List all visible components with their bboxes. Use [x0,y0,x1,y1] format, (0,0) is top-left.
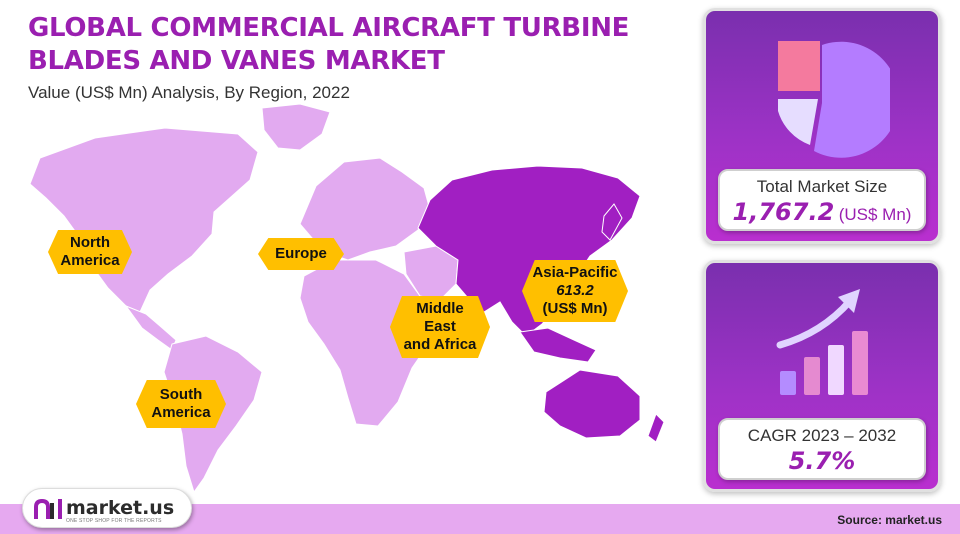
label-south-america: South America [136,380,226,428]
map-region-southeast-asia [519,327,597,363]
map-region-north-america [29,127,259,313]
cagr-label: CAGR 2023 – 2032 [747,426,897,445]
logo-text: market.us [66,497,175,519]
label-asia-pacific-line-1: Asia-Pacific [532,264,618,281]
label-north-america: North America [48,230,132,274]
label-mea-line-3: and Africa [403,336,477,353]
label-south-america-line-2: America [151,404,211,421]
total-market-box: Total Market Size 1,767.2 (US$ Mn) [718,169,926,231]
label-north-america-line-2: America [60,252,120,269]
label-mea-line-2: East [424,318,456,335]
label-europe-line-1: Europe [275,245,327,262]
map-region-australia [543,369,641,439]
total-market-card: Total Market Size 1,767.2 (US$ Mn) [703,8,941,244]
label-mea-line-1: Middle [416,300,464,317]
total-market-unit: (US$ Mn) [838,205,912,224]
label-europe: Europe [258,238,344,270]
logo-tagline: ONE STOP SHOP FOR THE REPORTS [66,518,162,524]
cagr-value: 5.7% [788,447,856,475]
total-market-value: 1,767.2 [732,198,835,226]
growth-chart-icon [776,289,868,395]
source-text: Source: market.us [837,513,942,527]
label-asia-pacific-unit: (US$ Mn) [542,300,608,317]
cagr-card: CAGR 2023 – 2032 5.7% [703,260,941,492]
map-region-new-zealand [647,413,665,443]
total-market-label: Total Market Size [756,177,888,196]
logo-box [22,488,192,528]
page-title: GLOBAL COMMERCIAL AIRCRAFT TURBINE BLADE… [28,13,630,76]
label-north-america-line-1: North [70,234,110,251]
label-middle-east-africa: Middle East and Africa [390,296,490,358]
map-region-greenland [261,103,331,151]
page-subtitle: Value (US$ Mn) Analysis, By Region, 2022 [28,83,350,102]
cagr-box: CAGR 2023 – 2032 5.7% [718,418,926,480]
market-us-logo-icon [34,498,62,519]
map-region-central-america [124,304,177,351]
map-region-japan [601,203,623,241]
label-asia-pacific-value: 613.2 [556,282,594,299]
pie-chart-icon [778,41,890,158]
label-asia-pacific: Asia-Pacific 613.2 (US$ Mn) [522,260,628,322]
label-south-america-line-1: South [159,386,203,403]
